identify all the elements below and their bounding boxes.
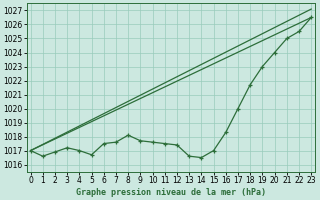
X-axis label: Graphe pression niveau de la mer (hPa): Graphe pression niveau de la mer (hPa) xyxy=(76,188,266,197)
